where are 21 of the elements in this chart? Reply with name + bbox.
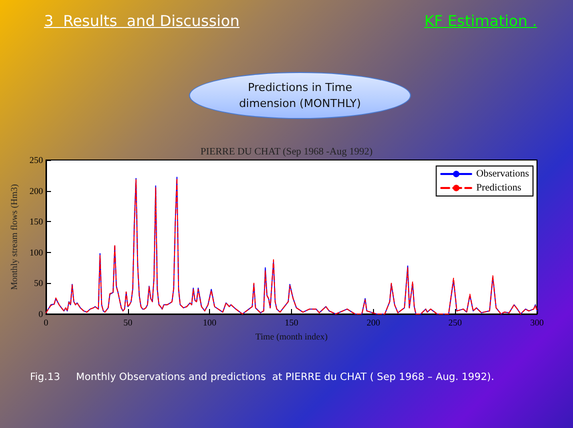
y-tick-label: 50 — [34, 278, 44, 288]
chart-title: PIERRE DU CHAT (Sep 1968 -Aug 1992) — [200, 146, 373, 158]
x-axis-title: Time (month index) — [255, 331, 328, 342]
y-tick-label: 0 — [38, 309, 44, 319]
caption: Fig.13 Monthly Observations and predictions at PIERRE du CHAT ( Sep 1968 – Aug. 1992). — [30, 372, 496, 383]
x-tick-label: 250 — [448, 318, 462, 328]
text: 3 Results and Discussion — [44, 12, 240, 30]
x-tick-label: 200 — [366, 318, 381, 328]
y-tick-label: 100 — [30, 247, 44, 258]
y-tick-label: 200 — [30, 186, 44, 196]
legend-label: Predictions — [476, 182, 522, 194]
y-axis-title: Monthly stream flows (Hm3) — [9, 184, 20, 290]
x-tick-label: 300 — [530, 318, 544, 328]
text: KF Estimation . — [424, 12, 537, 30]
y-tick-label: 250 — [30, 155, 44, 165]
x-tick-label: 100 — [202, 318, 217, 328]
y-tick-label: 150 — [30, 216, 44, 227]
x-tick-label: 50 — [123, 318, 133, 328]
ellipse-callout: Predictions in Time dimension (MONTHLY) — [189, 72, 411, 119]
legend-label: Observations — [476, 168, 530, 180]
x-tick-label: 150 — [284, 318, 299, 328]
